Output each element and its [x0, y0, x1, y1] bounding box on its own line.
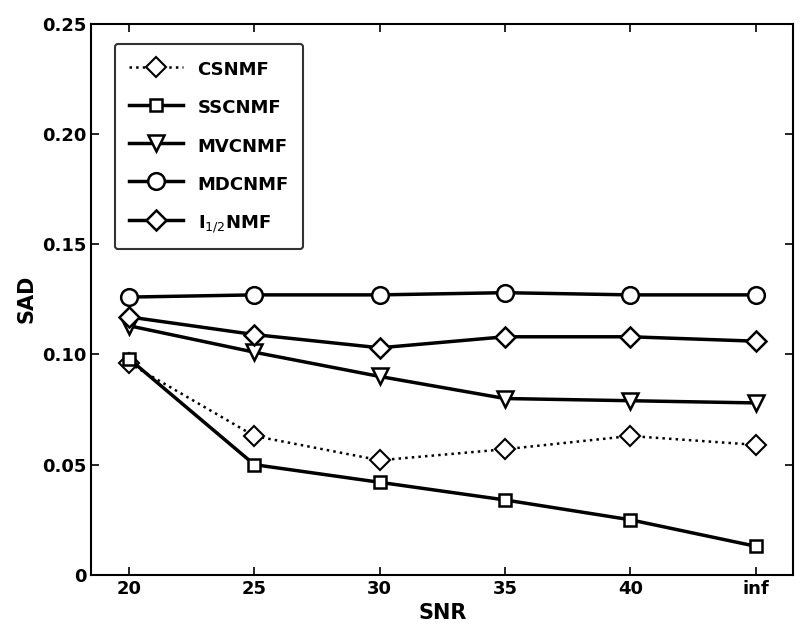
Legend: CSNMF, SSCNMF, MVCNMF, MDCNMF, $\mathregular{I}_{1/2}$NMF: CSNMF, SSCNMF, MVCNMF, MDCNMF, $\mathreg… — [114, 44, 303, 249]
X-axis label: SNR: SNR — [418, 604, 467, 623]
Y-axis label: SAD: SAD — [17, 275, 36, 323]
